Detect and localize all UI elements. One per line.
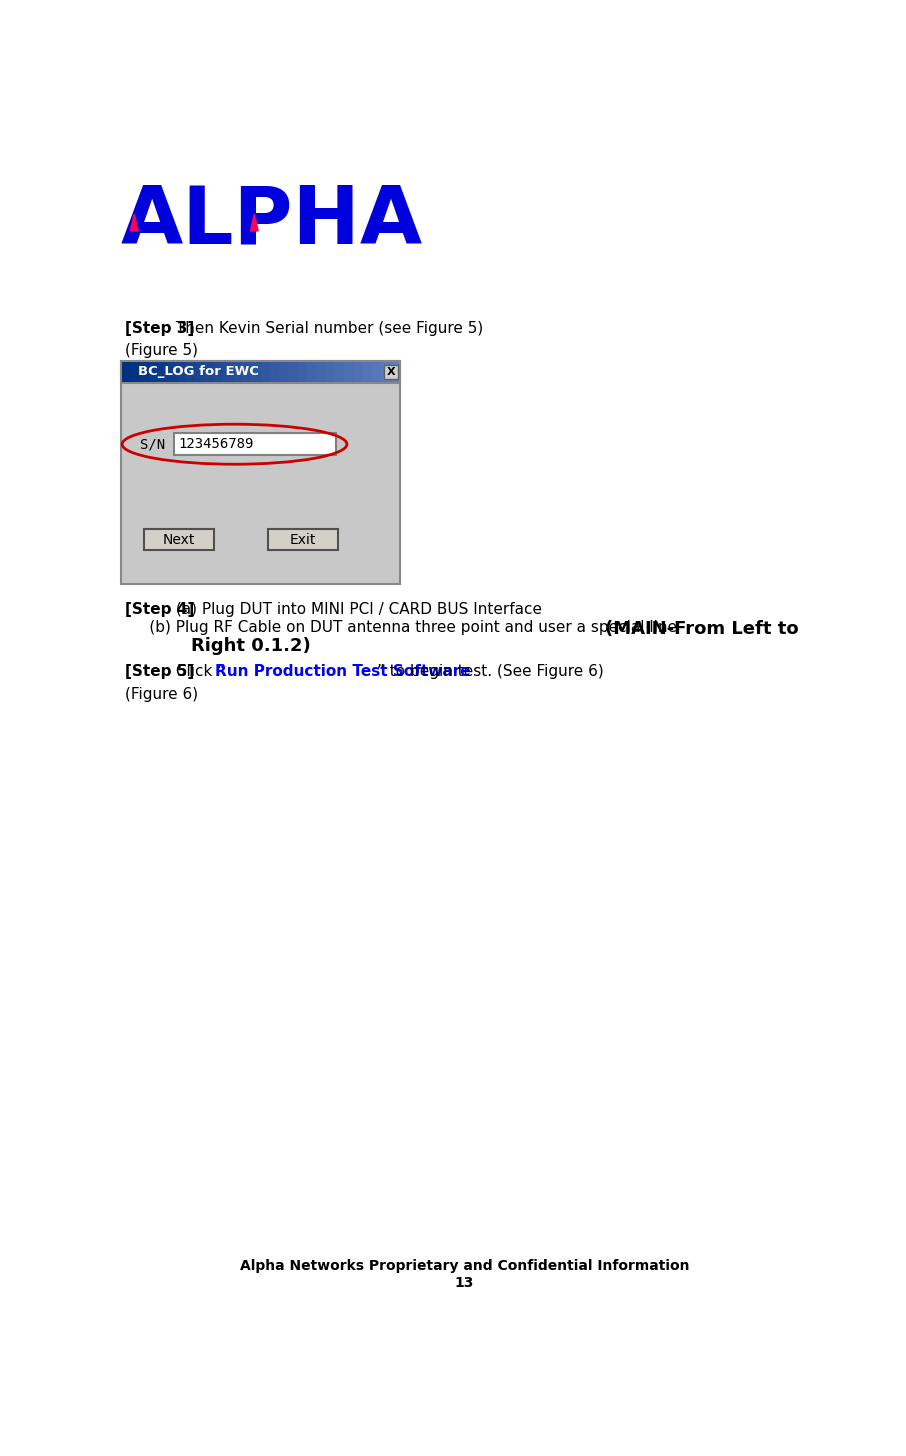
FancyBboxPatch shape [261, 361, 271, 383]
Text: (Figure 5): (Figure 5) [125, 342, 198, 358]
FancyBboxPatch shape [381, 361, 391, 383]
FancyBboxPatch shape [344, 361, 354, 383]
FancyBboxPatch shape [362, 361, 373, 383]
Polygon shape [250, 214, 258, 232]
FancyBboxPatch shape [268, 529, 338, 550]
Text: (b) Plug RF Cable on DUT antenna three point and user a special line: (b) Plug RF Cable on DUT antenna three p… [125, 620, 677, 635]
FancyBboxPatch shape [174, 434, 336, 456]
FancyBboxPatch shape [196, 361, 206, 383]
Text: (Figure 6): (Figure 6) [125, 687, 198, 702]
FancyBboxPatch shape [205, 361, 215, 383]
FancyBboxPatch shape [270, 361, 280, 383]
FancyBboxPatch shape [353, 361, 363, 383]
Text: (a) Plug DUT into MINI PCI / CARD BUS Interface: (a) Plug DUT into MINI PCI / CARD BUS In… [170, 603, 542, 617]
FancyBboxPatch shape [251, 361, 261, 383]
Polygon shape [130, 214, 138, 232]
FancyBboxPatch shape [144, 529, 214, 550]
Text: Next: Next [163, 533, 196, 546]
FancyBboxPatch shape [288, 361, 298, 383]
FancyBboxPatch shape [384, 365, 398, 379]
FancyBboxPatch shape [390, 361, 400, 383]
Text: [Step 4]: [Step 4] [125, 603, 194, 617]
FancyBboxPatch shape [242, 361, 252, 383]
FancyBboxPatch shape [325, 361, 336, 383]
Text: BC_LOG for EWC: BC_LOG for EWC [138, 365, 259, 379]
Text: Right 0.1.2): Right 0.1.2) [191, 636, 311, 655]
FancyBboxPatch shape [121, 361, 400, 584]
Text: Alpha Networks Proprietary and Confidential Information: Alpha Networks Proprietary and Confident… [239, 1259, 689, 1273]
Text: S/N  :: S/N : [140, 437, 190, 451]
Text: 123456789: 123456789 [178, 437, 254, 451]
FancyBboxPatch shape [233, 361, 243, 383]
FancyBboxPatch shape [168, 361, 178, 383]
FancyBboxPatch shape [279, 361, 289, 383]
FancyBboxPatch shape [372, 361, 382, 383]
FancyBboxPatch shape [159, 361, 169, 383]
Text: Then Kevin Serial number (see Figure 5): Then Kevin Serial number (see Figure 5) [170, 320, 483, 336]
FancyBboxPatch shape [307, 361, 317, 383]
FancyBboxPatch shape [186, 361, 197, 383]
FancyBboxPatch shape [140, 361, 149, 383]
FancyBboxPatch shape [316, 361, 326, 383]
Text: Exit: Exit [290, 533, 316, 546]
FancyBboxPatch shape [335, 361, 345, 383]
FancyBboxPatch shape [298, 361, 308, 383]
Text: Run Production Test Software: Run Production Test Software [215, 664, 470, 678]
Text: Click “: Click “ [170, 664, 225, 678]
FancyBboxPatch shape [214, 361, 224, 383]
Text: X: X [386, 367, 395, 377]
Text: [Step 3]: [Step 3] [125, 320, 194, 336]
FancyBboxPatch shape [149, 361, 159, 383]
Text: ” to begin test. (See Figure 6): ” to begin test. (See Figure 6) [377, 664, 603, 678]
FancyBboxPatch shape [223, 361, 234, 383]
Text: 13: 13 [455, 1275, 474, 1290]
FancyBboxPatch shape [121, 361, 131, 383]
FancyBboxPatch shape [130, 361, 140, 383]
Text: ALPHA: ALPHA [121, 182, 423, 261]
Text: [Step 5]: [Step 5] [125, 664, 194, 678]
FancyBboxPatch shape [177, 361, 187, 383]
Text: (MAIN-From Left to: (MAIN-From Left to [605, 620, 799, 638]
